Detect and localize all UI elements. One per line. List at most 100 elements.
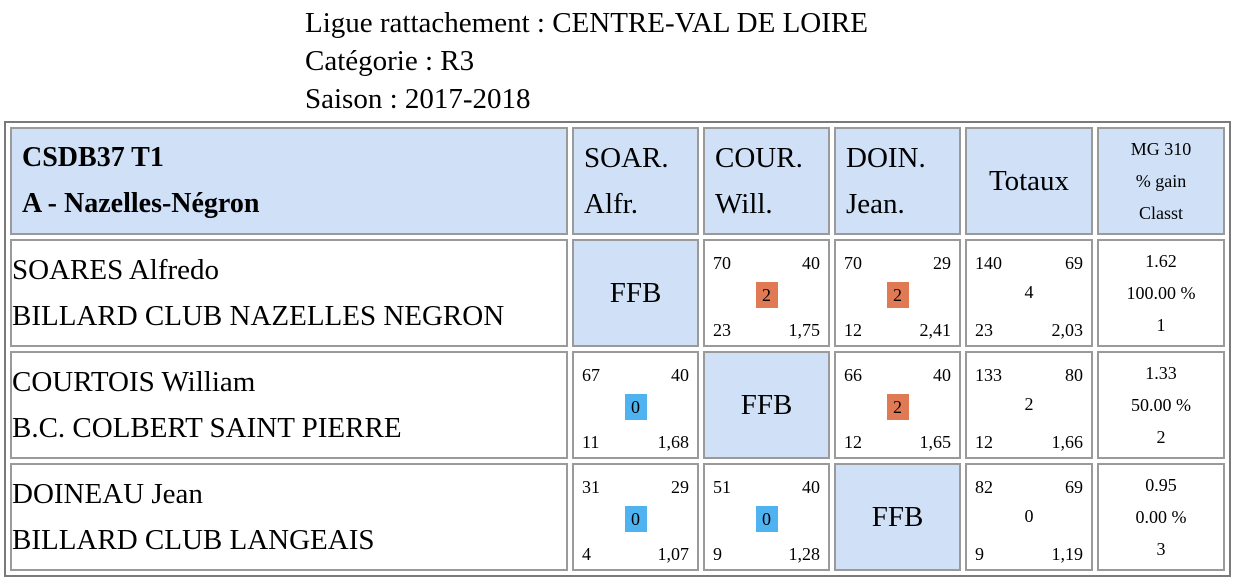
innings: 4 [582, 544, 591, 564]
page-header: Ligue rattachement : CENTRE-VAL DE LOIRE… [305, 4, 868, 118]
total-average: 1,19 [1051, 544, 1084, 564]
team-header-cell: CSDB37 T1 A - Nazelles-Négron [10, 127, 568, 235]
match-cell: 66 40 2 12 1,65 [834, 351, 961, 459]
match-cell: 51 40 0 9 1,28 [703, 463, 830, 571]
col-head-soares: SOAR. Alfr. [572, 127, 699, 235]
total-target: 69 [1065, 253, 1083, 273]
win-percentage: 0.00 % [1135, 507, 1187, 527]
col-head-line2: Alfr. [584, 188, 638, 220]
team-code: CSDB37 T1 [22, 142, 164, 173]
points-target: 40 [933, 365, 951, 385]
total-match-points: 4 [1024, 282, 1034, 302]
season-line: Saison : 2017-2018 [305, 83, 531, 115]
points-scored: 31 [582, 477, 600, 497]
match-points-badge: 2 [886, 394, 909, 420]
col-head-courtois: COUR. Will. [703, 127, 830, 235]
player-cell: COURTOIS William B.C. COLBERT SAINT PIER… [10, 351, 568, 459]
stats-cell: 1.62 100.00 % 1 [1097, 239, 1225, 347]
average: 1,65 [919, 432, 952, 452]
player-row: DOINEAU Jean BILLARD CLUB LANGEAIS 31 29… [10, 463, 1225, 571]
totals-cell: 140 69 4 23 2,03 [965, 239, 1093, 347]
match-points-badge: 0 [624, 506, 647, 532]
general-average: 0.95 [1145, 475, 1177, 495]
self-match-cell: FFB [703, 351, 830, 459]
league-line: Ligue rattachement : CENTRE-VAL DE LOIRE [305, 7, 868, 39]
ranking: 2 [1156, 427, 1166, 447]
total-match-points: 2 [1024, 394, 1034, 414]
stats-cell: 1.33 50.00 % 2 [1097, 351, 1225, 459]
average: 2,41 [919, 320, 952, 340]
col-head-doineau: DOIN. Jean. [834, 127, 961, 235]
stats-head-mg: MG 310 [1130, 139, 1192, 159]
total-innings: 23 [975, 320, 993, 340]
player-row: SOARES Alfredo BILLARD CLUB NAZELLES NEG… [10, 239, 1225, 347]
innings: 11 [582, 432, 600, 452]
player-cell: DOINEAU Jean BILLARD CLUB LANGEAIS [10, 463, 568, 571]
stats-cell: 0.95 0.00 % 3 [1097, 463, 1225, 571]
player-name: COURTOIS William [12, 366, 256, 398]
col-head-line2: Jean. [846, 188, 905, 220]
stats-head-rank: Classt [1138, 203, 1183, 223]
player-cell: SOARES Alfredo BILLARD CLUB NAZELLES NEG… [10, 239, 568, 347]
match-cell: 70 40 2 23 1,75 [703, 239, 830, 347]
points-scored: 67 [582, 365, 600, 385]
self-match-cell: FFB [572, 239, 699, 347]
total-target: 80 [1065, 365, 1083, 385]
general-average: 1.33 [1145, 363, 1177, 383]
player-name: DOINEAU Jean [12, 478, 203, 510]
innings: 12 [844, 432, 862, 452]
total-points: 82 [975, 477, 993, 497]
col-head-line1: COUR. [715, 142, 803, 174]
total-match-points: 0 [1024, 506, 1034, 526]
ranking: 1 [1156, 315, 1166, 335]
innings: 12 [844, 320, 862, 340]
win-percentage: 100.00 % [1126, 283, 1196, 303]
match-cell: 70 29 2 12 2,41 [834, 239, 961, 347]
general-average: 1.62 [1145, 251, 1177, 271]
totals-cell: 82 69 0 9 1,19 [965, 463, 1093, 571]
total-innings: 12 [975, 432, 993, 452]
col-head-line1: SOAR. [584, 142, 669, 174]
ranking: 3 [1156, 539, 1166, 559]
player-club: BILLARD CLUB LANGEAIS [12, 524, 375, 556]
results-grid: CSDB37 T1 A - Nazelles-Négron SOAR. Alfr… [4, 121, 1231, 577]
stats-header: MG 310 % gain Classt [1097, 127, 1225, 235]
innings: 9 [713, 544, 722, 564]
team-name: A - Nazelles-Négron [22, 188, 260, 219]
col-head-line2: Will. [715, 188, 773, 220]
match-cell: 67 40 0 11 1,68 [572, 351, 699, 459]
total-average: 2,03 [1051, 320, 1084, 340]
player-name: SOARES Alfredo [12, 254, 220, 286]
innings: 23 [713, 320, 731, 340]
points-target: 40 [802, 253, 820, 273]
player-club: BILLARD CLUB NAZELLES NEGRON [12, 300, 505, 332]
win-percentage: 50.00 % [1131, 395, 1191, 415]
match-points-badge: 2 [755, 282, 778, 308]
total-points: 133 [975, 365, 1002, 385]
player-row: COURTOIS William B.C. COLBERT SAINT PIER… [10, 351, 1225, 459]
player-club: B.C. COLBERT SAINT PIERRE [12, 412, 402, 444]
category-line: Catégorie : R3 [305, 45, 475, 77]
average: 1,28 [788, 544, 821, 564]
average: 1,07 [657, 544, 690, 564]
points-scored: 70 [844, 253, 862, 273]
col-head-line1: DOIN. [846, 142, 926, 174]
points-scored: 66 [844, 365, 862, 385]
total-points: 140 [975, 253, 1002, 273]
stats-head-pct: % gain [1135, 171, 1187, 191]
points-target: 40 [671, 365, 689, 385]
match-points-badge: 0 [755, 506, 778, 532]
points-scored: 51 [713, 477, 731, 497]
match-points-badge: 2 [886, 282, 909, 308]
match-cell: 31 29 0 4 1,07 [572, 463, 699, 571]
points-target: 29 [671, 477, 689, 497]
totals-cell: 133 80 2 12 1,66 [965, 351, 1093, 459]
average: 1,75 [788, 320, 821, 340]
total-average: 1,66 [1051, 432, 1084, 452]
match-points-badge: 0 [624, 394, 647, 420]
points-target: 40 [802, 477, 820, 497]
self-match-cell: FFB [834, 463, 961, 571]
points-target: 29 [933, 253, 951, 273]
total-target: 69 [1065, 477, 1083, 497]
total-innings: 9 [975, 544, 984, 564]
